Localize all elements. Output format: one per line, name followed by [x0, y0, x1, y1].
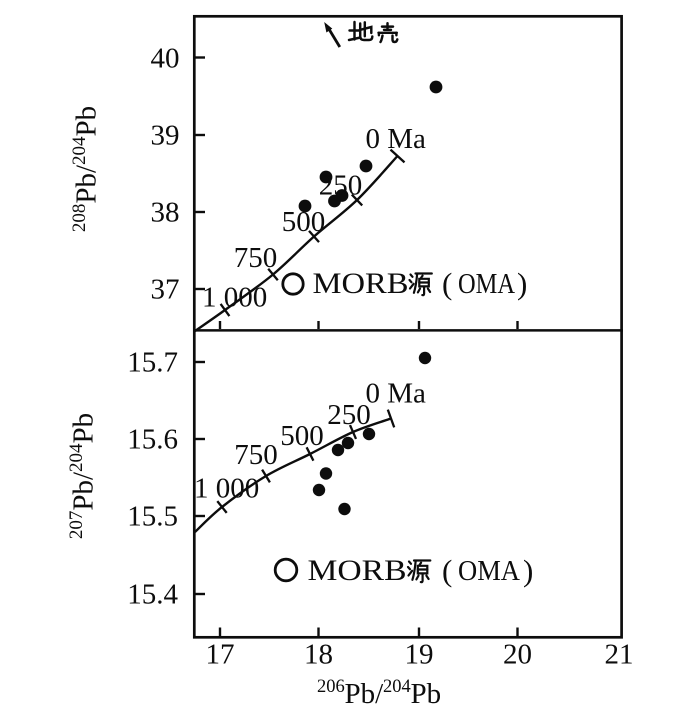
svg-text:500: 500 — [282, 206, 326, 238]
svg-text:38: 38 — [151, 197, 180, 229]
svg-text:15.5: 15.5 — [127, 501, 178, 533]
svg-text:): ) — [517, 266, 527, 301]
svg-text:): ) — [523, 553, 533, 588]
svg-text:1 000: 1 000 — [194, 473, 259, 505]
svg-text:207Pb/204Pb: 207Pb/204Pb — [66, 413, 100, 539]
svg-text:500: 500 — [280, 420, 324, 452]
svg-text:250: 250 — [319, 170, 363, 202]
svg-text:19: 19 — [405, 639, 434, 671]
svg-text:MORB: MORB — [313, 267, 409, 300]
svg-text:MORB: MORB — [308, 554, 407, 587]
svg-text:21: 21 — [605, 639, 634, 671]
svg-text:39: 39 — [151, 120, 180, 152]
svg-text:20: 20 — [503, 639, 532, 671]
svg-text:0 Ma: 0 Ma — [366, 123, 427, 155]
svg-text:18: 18 — [304, 639, 333, 671]
svg-text:204: 204 — [383, 677, 411, 697]
svg-text:250: 250 — [327, 399, 371, 431]
svg-text:208Pb/204Pb: 208Pb/204Pb — [69, 106, 103, 232]
svg-text:(: ( — [442, 553, 452, 588]
svg-text:(: ( — [442, 266, 452, 301]
svg-text:Pb: Pb — [411, 678, 442, 710]
svg-text:15.7: 15.7 — [127, 347, 178, 379]
svg-text:750: 750 — [234, 242, 278, 274]
svg-text:OMA: OMA — [458, 555, 520, 587]
svg-text:15.6: 15.6 — [127, 424, 178, 456]
svg-text:OMA: OMA — [458, 268, 515, 300]
svg-text:37: 37 — [151, 274, 180, 306]
svg-text:Pb/: Pb/ — [345, 678, 385, 710]
svg-text:750: 750 — [234, 439, 278, 471]
svg-text:17: 17 — [206, 639, 235, 671]
svg-text:15.4: 15.4 — [127, 579, 178, 611]
svg-text:0 Ma: 0 Ma — [366, 378, 427, 410]
svg-text:1 000: 1 000 — [202, 282, 267, 314]
svg-text:206: 206 — [317, 677, 345, 697]
svg-text:40: 40 — [151, 43, 180, 75]
